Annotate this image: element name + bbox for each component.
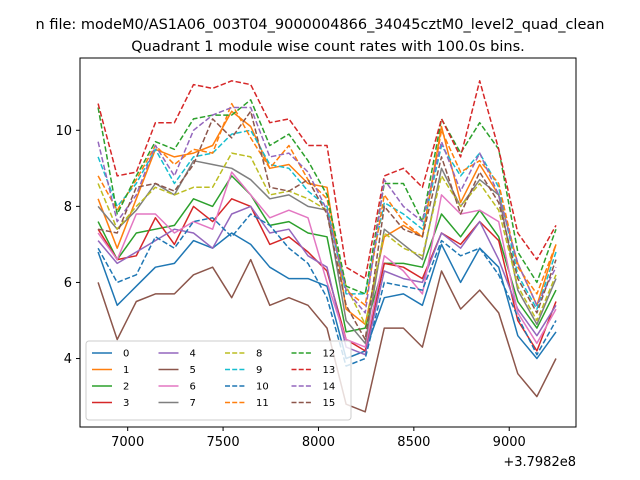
legend-label: 3	[123, 398, 129, 409]
legend-label: 11	[256, 398, 269, 409]
y-tick-label: 6	[64, 276, 72, 291]
legend-label: 10	[256, 382, 269, 393]
legend-label: 7	[190, 398, 196, 409]
series-line-2	[97, 175, 557, 333]
x-tick-label: 8500	[397, 435, 430, 450]
legend-label: 13	[323, 365, 336, 376]
series-line-9	[97, 129, 557, 310]
x-axis: 7000 7500 8000 8500 9000	[111, 427, 526, 450]
legend-frame	[85, 340, 352, 421]
series-line-1	[97, 110, 557, 326]
series-line-6	[97, 171, 557, 348]
series-line-11	[97, 102, 557, 307]
series-line-12	[97, 99, 557, 295]
series-line-4	[97, 205, 557, 356]
legend-label: 9	[256, 365, 262, 376]
legend-label: 2	[123, 382, 129, 393]
x-tick-label: 9000	[493, 435, 526, 450]
series-layer	[97, 80, 557, 413]
chart-title: Quadrant 1 module wise count rates with …	[131, 39, 525, 55]
legend-label: 1	[123, 365, 129, 376]
legend-label: 5	[190, 365, 196, 376]
plot-area-frame	[79, 57, 577, 428]
y-tick-label: 8	[64, 200, 72, 215]
x-tick-label: 7500	[207, 435, 240, 450]
legend-label: 14	[323, 382, 336, 393]
x-axis-offset-label: +3.7982e8	[503, 455, 576, 470]
legend-label: 4	[190, 349, 196, 360]
y-tick-label: 10	[55, 124, 72, 139]
series-line-13	[97, 80, 557, 280]
series-line-5	[97, 258, 557, 413]
legend-label: 6	[190, 382, 196, 393]
x-tick-label: 7000	[111, 435, 144, 450]
series-line-0	[97, 232, 557, 360]
y-axis: 4 6 8 10	[55, 124, 80, 367]
y-tick-label: 4	[64, 352, 72, 367]
series-line-10	[97, 213, 557, 367]
legend-label: 0	[123, 349, 129, 360]
x-tick-label: 8000	[302, 435, 335, 450]
series-line-14	[97, 106, 557, 314]
legend-label: 8	[256, 349, 262, 360]
chart-suptitle: n file: modeM0/AS1A06_003T04_9000004866_…	[36, 17, 605, 33]
legend-label: 12	[323, 349, 336, 360]
legend-label: 15	[323, 398, 336, 409]
series-line-8	[97, 152, 557, 326]
